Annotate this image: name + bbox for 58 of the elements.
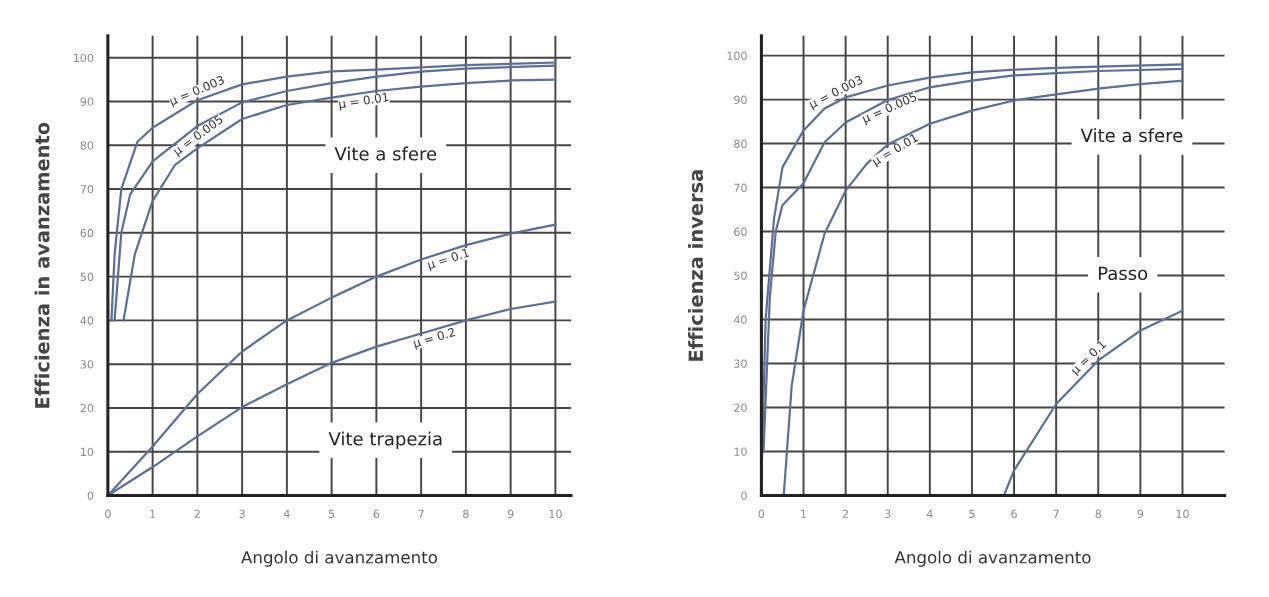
x-tick-label: 3 [239, 509, 245, 518]
y-axis-title: Efficienza in avanzamento [34, 122, 50, 408]
x-tick-label: 8 [1095, 509, 1102, 518]
x-tick-label: 2 [842, 509, 849, 518]
y-tick-label: 80 [734, 139, 747, 148]
y-tick-label: 20 [80, 403, 94, 413]
x-axis-title: Angolo di avanzamento [241, 550, 438, 567]
text: μ = 0.1 [1070, 339, 1108, 377]
x-tick-label: 8 [463, 509, 469, 518]
x-tick-label: 7 [418, 509, 424, 518]
y-tick-label: 70 [80, 185, 94, 194]
x-tick-label: 0 [758, 509, 765, 518]
x-tick-label: 10 [549, 509, 562, 518]
x-tick-label: 0 [105, 509, 111, 518]
y-tick-label: 30 [80, 360, 94, 369]
annotation: Passo [1098, 266, 1148, 281]
y-tick-label: 30 [734, 359, 747, 368]
text: μ = 0.01 [338, 92, 389, 111]
x-tick-label: 5 [969, 509, 975, 518]
x-tick-label: 9 [507, 509, 514, 518]
x-tick-label: 4 [926, 509, 933, 518]
x-tick-label: 6 [373, 509, 380, 518]
y-tick-label: 100 [727, 51, 747, 60]
y-axis-title: Efficienza inversa [688, 170, 704, 361]
x-axis-title: Angolo di avanzamento [894, 550, 1091, 567]
y-tick-label: 10 [734, 447, 747, 456]
annotation: Vite a sfere [334, 146, 437, 161]
x-tick-label: 2 [194, 509, 200, 518]
y-tick-label: 50 [734, 271, 747, 280]
y-tick-label: 60 [734, 227, 747, 236]
y-tick-label: 50 [80, 272, 94, 281]
x-tick-label: 9 [1137, 509, 1144, 518]
y-tick-label: 0 [87, 491, 94, 500]
text: μ = 0.1 [427, 247, 471, 272]
x-tick-label: 3 [885, 509, 891, 518]
y-tick-label: 0 [741, 491, 747, 500]
y-tick-label: 20 [734, 403, 747, 412]
x-tick-label: 6 [1011, 509, 1017, 518]
text: μ = 0.2 [412, 327, 456, 350]
x-tick-label: 7 [1053, 509, 1059, 518]
y-tick-label: 40 [733, 315, 747, 324]
x-tick-label: 4 [283, 509, 290, 518]
x-tick-label: 10 [1176, 509, 1189, 518]
text: μ = 0.003 [168, 75, 226, 108]
y-tick-label: 80 [80, 141, 94, 150]
y-tick-label: 100 [73, 53, 94, 63]
x-tick-label: 1 [150, 509, 156, 518]
annotation: Vite trapezia [328, 431, 442, 450]
y-tick-label: 90 [734, 95, 747, 104]
y-tick-label: 60 [80, 228, 94, 238]
text: μ = 0.01 [871, 132, 920, 168]
y-tick-label: 10 [81, 447, 94, 457]
y-tick-label: 40 [80, 316, 94, 325]
y-tick-label: 70 [734, 183, 747, 192]
x-tick-label: 1 [801, 509, 807, 518]
annotation: Vite a sfere [1080, 128, 1183, 143]
y-tick-label: 90 [80, 97, 94, 106]
x-tick-label: 5 [328, 509, 335, 518]
